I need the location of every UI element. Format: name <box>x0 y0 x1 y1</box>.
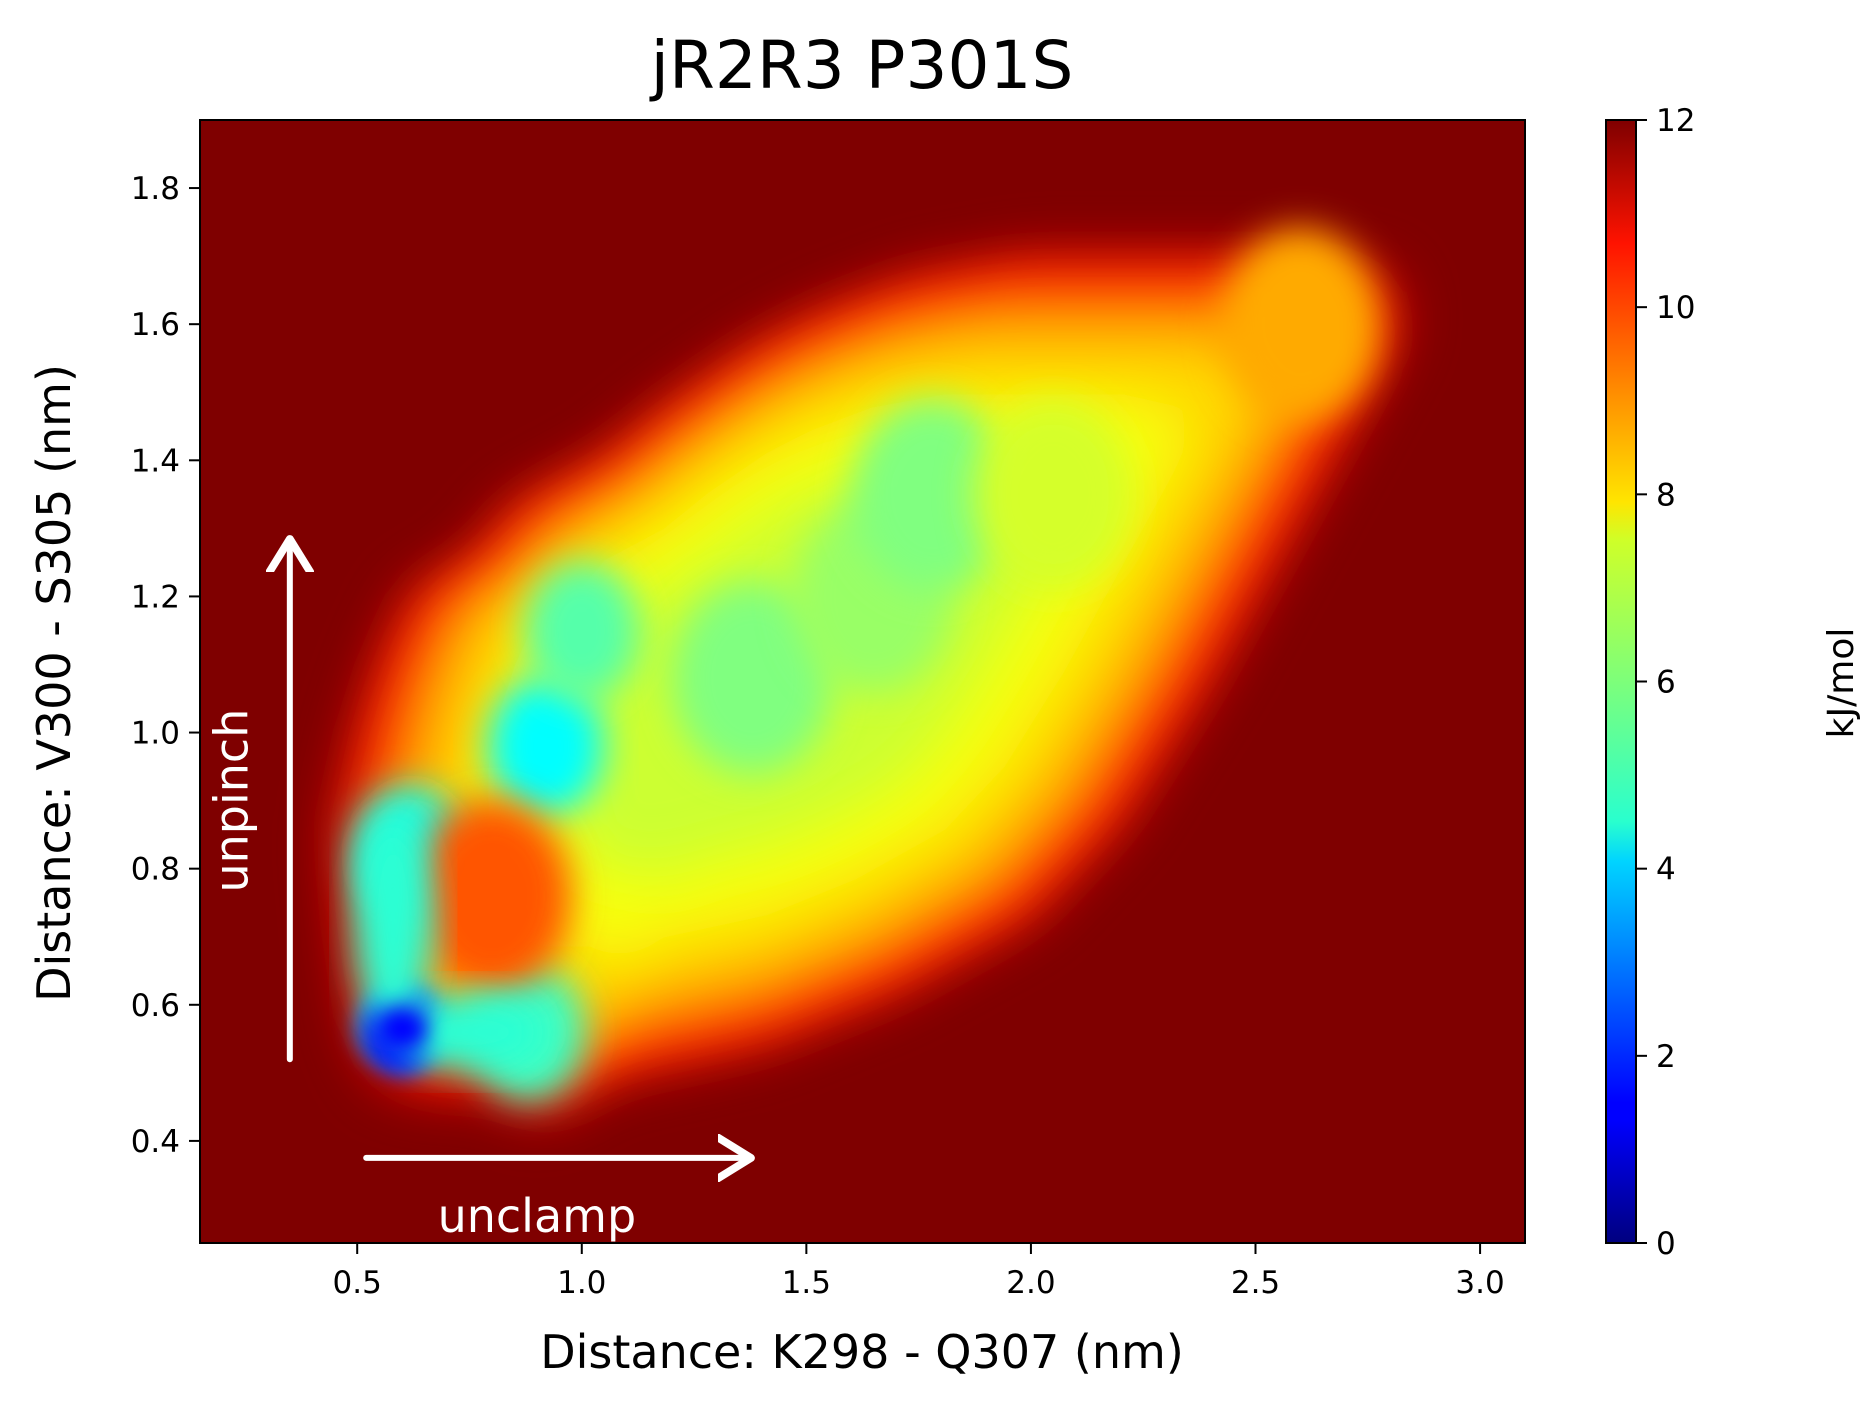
energy-well-4 <box>523 560 640 701</box>
y-tick-label: 1.8 <box>131 171 180 207</box>
basin-column <box>353 813 434 1034</box>
y-axis: 0.4 0.6 0.8 1.0 1.2 1.4 1.6 1.8 <box>131 171 200 1160</box>
y-tick-label: 0.4 <box>131 1124 180 1160</box>
x-tick-label: 1.5 <box>782 1265 831 1301</box>
energy-well-5 <box>672 582 833 775</box>
y-tick-label: 0.6 <box>131 988 180 1024</box>
colorbar-tick-label: 2 <box>1656 1039 1676 1075</box>
x-tick-label: 2.0 <box>1006 1265 1055 1301</box>
y-tick-label: 1.0 <box>131 716 180 752</box>
energy-well-7 <box>852 398 1013 591</box>
y-tick-label: 1.2 <box>131 579 180 615</box>
colorbar <box>1605 119 1637 1244</box>
annotation-layer: unpinch unclamp <box>204 542 748 1243</box>
y-axis-label: Distance: V300 - S305 (nm) <box>27 364 81 1002</box>
x-tick-label: 0.5 <box>333 1265 382 1301</box>
x-axis-label: Distance: K298 - Q307 (nm) <box>540 1325 1184 1379</box>
x-axis: 0.5 1.0 1.5 2.0 2.5 3.0 <box>333 1243 1505 1301</box>
colorbar-tick-label: 4 <box>1656 852 1676 888</box>
y-tick-label: 1.4 <box>131 443 180 479</box>
colorbar-tick-label: 0 <box>1656 1226 1676 1262</box>
colorbar-tick-label: 8 <box>1656 477 1676 513</box>
annotation-label-unpinch: unpinch <box>204 709 258 893</box>
x-tick-label: 1.0 <box>557 1265 606 1301</box>
colorbar-tick-label: 12 <box>1656 103 1695 139</box>
x-tick-label: 3.0 <box>1455 1265 1504 1301</box>
energy-well-9 <box>411 799 572 992</box>
basin-channel <box>393 994 546 1071</box>
y-tick-label: 0.8 <box>131 852 180 888</box>
colorbar-axis: 0 2 4 6 8 10 12 <box>1636 103 1695 1262</box>
x-tick-label: 2.5 <box>1231 1265 1280 1301</box>
heatmap-layers <box>334 228 1404 1121</box>
colorbar-label: kJ/mol <box>1821 628 1862 739</box>
energy-well-10 <box>1220 228 1381 421</box>
y-tick-label: 1.6 <box>131 307 180 343</box>
energy-well-3 <box>487 676 604 816</box>
colorbar-tick-label: 6 <box>1656 665 1676 701</box>
global-minimum <box>376 1006 429 1051</box>
energy-well-8 <box>973 398 1134 591</box>
plot-frame <box>199 119 1526 1244</box>
colorbar-tick-label: 10 <box>1656 290 1695 326</box>
chart-title: jR2R3 P301S <box>649 27 1074 104</box>
annotation-label-unclamp: unclamp <box>438 1189 637 1243</box>
